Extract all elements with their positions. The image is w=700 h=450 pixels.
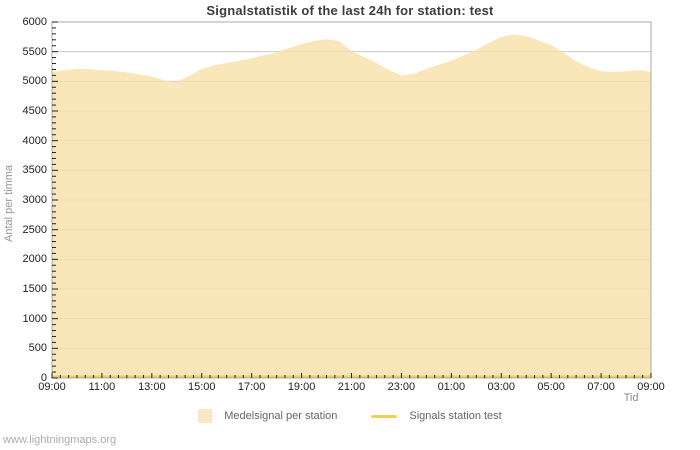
chart-legend: Medelsignal per station Signals station … <box>0 409 700 423</box>
x-tick-label: 15:00 <box>187 381 216 393</box>
x-axis-title: Tid <box>623 392 639 404</box>
x-tick-label: 23:00 <box>387 381 416 393</box>
y-tick-label: 5500 <box>22 45 47 58</box>
y-tick-label: 1500 <box>22 283 47 295</box>
chart-title: Signalstatistik of the last 24h for stat… <box>206 3 494 18</box>
legend-item-signals: Signals station test <box>371 410 502 422</box>
x-tick-label: 21:00 <box>337 381 366 393</box>
x-tick-label: 19:00 <box>287 381 316 393</box>
y-tick-label: 4000 <box>22 134 47 147</box>
area-swatch-icon <box>198 409 213 423</box>
x-tick-label: 07:00 <box>587 381 615 393</box>
y-tick-label: 5000 <box>22 75 47 88</box>
area-series-medelsignal <box>52 34 651 379</box>
y-tick-label: 3500 <box>22 164 47 177</box>
legend-label-signals: Signals station test <box>409 410 502 422</box>
y-tick-label: 1000 <box>22 312 47 325</box>
x-tick-label: 17:00 <box>237 381 266 393</box>
y-tick-label: 3000 <box>22 194 47 206</box>
y-tick-label: 2000 <box>22 253 47 266</box>
y-tick-label: 2500 <box>22 223 47 236</box>
legend-label-medelsignal: Medelsignal per station <box>224 410 338 422</box>
y-tick-label: 0 <box>40 372 47 384</box>
x-tick-label: 05:00 <box>537 381 565 393</box>
legend-item-medelsignal: Medelsignal per station <box>198 409 337 423</box>
x-tick-label: 11:00 <box>88 381 116 393</box>
x-tick-label: 01:00 <box>437 381 466 393</box>
x-tick-label: 13:00 <box>138 381 166 393</box>
y-tick-label: 4500 <box>22 105 47 117</box>
x-tick-label: 09:00 <box>637 381 665 393</box>
y-tick-label: 500 <box>28 342 47 355</box>
x-tick-label: 09:00 <box>38 381 66 393</box>
y-tick-label: 6000 <box>22 16 47 28</box>
line-swatch-icon <box>371 414 398 418</box>
watermark-url: www.lightningmaps.org <box>3 434 117 446</box>
x-tick-label: 03:00 <box>487 381 516 393</box>
